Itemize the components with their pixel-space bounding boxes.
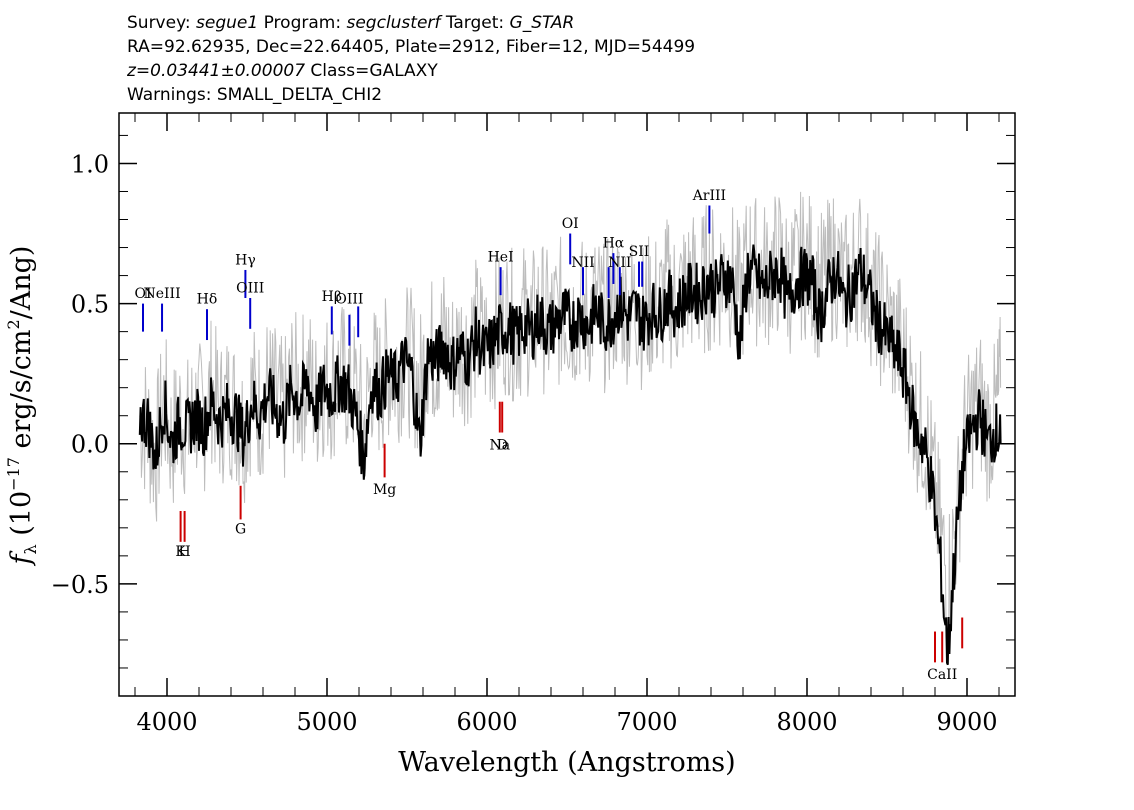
line-marker-label: CaII (927, 667, 957, 683)
line-marker-label: Na (489, 437, 510, 453)
redshift: z=0.03441±0.00007 (127, 61, 306, 81)
header-line-2: RA=92.62935, Dec=22.64405, Plate=2912, F… (127, 37, 696, 57)
program-label: Program: (263, 13, 342, 33)
header-line-1: Survey: segue1 Program: segclusterf Targ… (127, 11, 574, 35)
x-tick-label: 9000 (936, 708, 997, 736)
y-tick-label: 0.0 (71, 431, 109, 459)
y-tick-label: 0.5 (71, 291, 109, 319)
x-tick-label: 5000 (296, 708, 357, 736)
line-marker-label: NeIII (143, 286, 180, 302)
line-marker-label: OIII (236, 280, 264, 296)
line-marker-label: ArIII (692, 188, 726, 204)
line-marker-label: OIII (335, 292, 363, 308)
line-marker-label: SII (629, 244, 650, 260)
axes: 4000 5000 6000 7000 8000 9000 −0.5 0.0 0.5 1.0 (51, 113, 1015, 736)
line-marker-label: K (175, 544, 186, 560)
svg-text:fλ (10−17 erg/s/cm2/Ang): fλ (10−17 erg/s/cm2/Ang) (4, 246, 40, 567)
target-value: G_STAR (509, 13, 575, 33)
x-tick-label: 8000 (776, 708, 837, 736)
x-tick-label: 7000 (616, 708, 677, 736)
line-marker-label: D (497, 437, 508, 453)
line-marker-label: OI (562, 216, 579, 232)
x-tick-label: 4000 (136, 708, 197, 736)
line-marker-label: OI (134, 286, 151, 302)
header-line-3: z=0.03441±0.00007 Class=GALAXY (127, 59, 438, 83)
line-marker-label: HeI (488, 250, 514, 266)
smoothed-flux-line (138, 244, 1002, 666)
x-tick-label: 6000 (456, 708, 517, 736)
line-marker-label: G (235, 521, 246, 537)
y-tick-label: 1.0 (71, 150, 109, 178)
line-marker-label: Hγ (235, 252, 256, 268)
y-tick-label: −0.5 (51, 571, 109, 599)
smoothed-flux-series (138, 244, 1002, 666)
line-marker-label: Mg (373, 482, 396, 498)
target-label: Target: (445, 13, 505, 33)
class-label: Class=GALAXY (310, 61, 438, 81)
line-marker-label: NII (571, 255, 594, 271)
y-axis-label: fλ (10−17 erg/s/cm2/Ang) (4, 246, 40, 567)
warnings-line: Warnings: SMALL_DELTA_CHI2 (127, 85, 383, 105)
line-marker-label: Hα (603, 236, 625, 252)
survey-label: Survey: (127, 13, 191, 33)
line-marker-label: H (178, 544, 190, 560)
line-marker-label: Hδ (197, 292, 218, 308)
line-marker-label: NII (608, 255, 631, 271)
plot-frame (118, 112, 1016, 697)
x-axis-label: Wavelength (Angstroms) (398, 747, 735, 778)
survey-value: segue1 (196, 13, 259, 33)
line-marker-label: Hβ (322, 289, 342, 305)
program-value: segclusterf (346, 13, 441, 33)
